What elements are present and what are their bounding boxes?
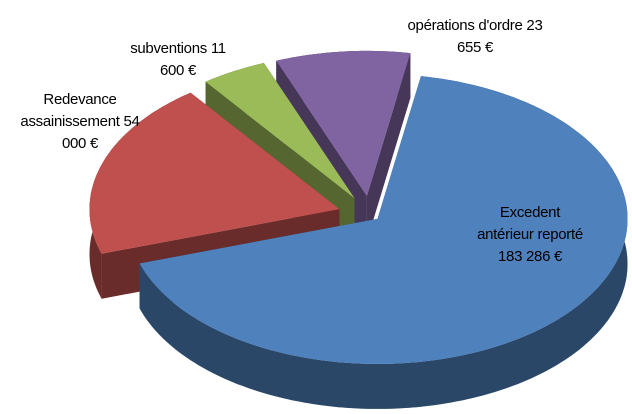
data-label: Excedent antérieur reporté 183 286 €	[475, 202, 585, 268]
category-label: Redevance assainissement	[20, 91, 120, 130]
category-label: Excedent antérieur reporté	[477, 204, 583, 243]
value-label: 183 286 €	[497, 248, 563, 265]
value-label: 23 655 €	[456, 17, 543, 56]
slice	[205, 63, 355, 199]
value-label: 11 600 €	[159, 40, 226, 79]
slice-side	[366, 53, 411, 241]
slice-side-shade	[366, 53, 411, 241]
category-label: subventions	[130, 40, 207, 57]
data-label: opérations d'ordre 23 655 €	[395, 15, 555, 59]
slice	[89, 92, 340, 254]
value-label: 54 000 €	[61, 113, 140, 152]
category-label: opérations d'ordre	[407, 17, 523, 34]
data-label: subventions 11 600 €	[118, 38, 238, 82]
slice	[276, 50, 411, 196]
slice	[139, 76, 628, 364]
data-label: Redevance assainissement 54 000 €	[10, 89, 150, 155]
